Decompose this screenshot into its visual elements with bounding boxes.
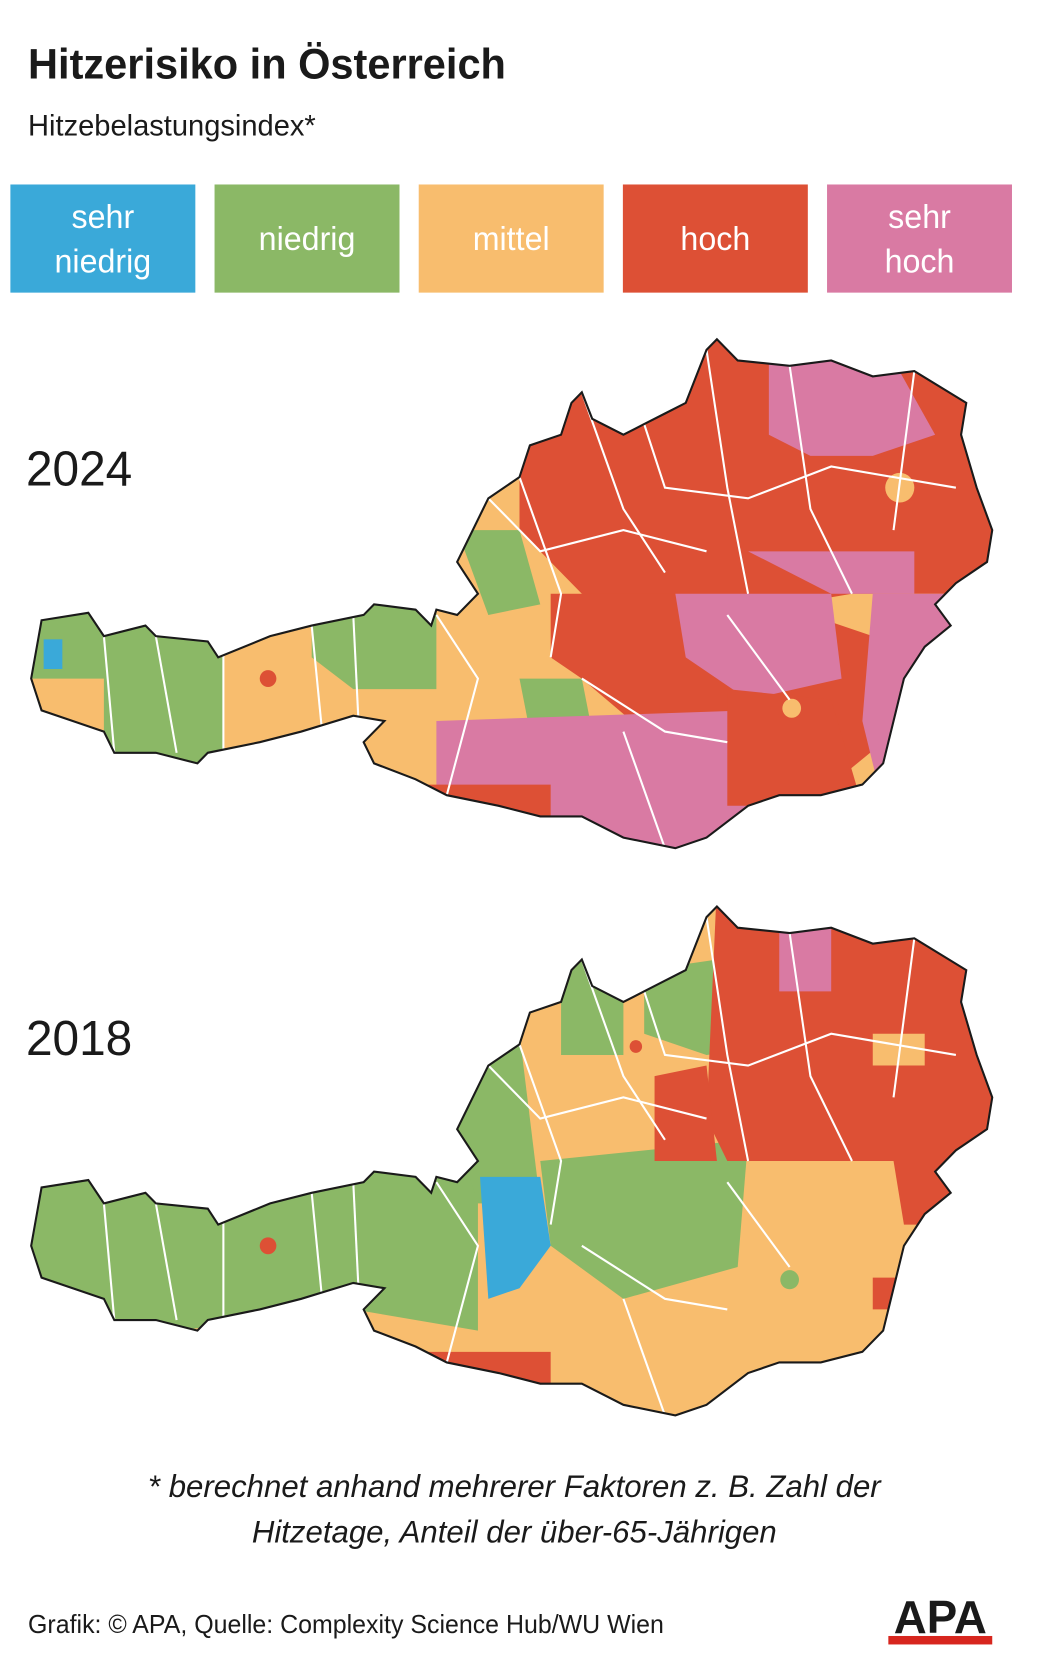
legend: sehr niedrig niedrig mittel hoch sehr hoch bbox=[10, 184, 1012, 293]
title: Hitzerisiko in Österreich bbox=[28, 40, 506, 87]
legend-swatch bbox=[418, 184, 604, 293]
legend-label: hoch bbox=[680, 221, 750, 257]
legend-swatch bbox=[10, 184, 196, 293]
map-year: 2018 bbox=[26, 1012, 132, 1067]
legend-label: niedrig bbox=[259, 221, 356, 257]
map-2018: 2018 bbox=[26, 905, 994, 1417]
map-year: 2024 bbox=[26, 442, 132, 497]
logo-bar bbox=[888, 1635, 993, 1645]
legend-swatch bbox=[214, 184, 400, 293]
legend-swatch bbox=[827, 184, 1012, 293]
legend-label: mittel bbox=[473, 221, 550, 257]
source: Grafik: © APA, Quelle: Complexity Scienc… bbox=[28, 1611, 664, 1639]
legend-swatch bbox=[622, 184, 808, 293]
map-2024: 2024 bbox=[26, 338, 994, 850]
legend-label: sehr bbox=[72, 199, 135, 235]
legend-label: hoch bbox=[885, 243, 955, 279]
footnote-line: * berechnet anhand mehrerer Faktoren z. … bbox=[148, 1468, 882, 1504]
footnote-line: Hitzetage, Anteil der über-65-Jährigen bbox=[252, 1513, 777, 1549]
legend-label: niedrig bbox=[55, 243, 152, 279]
legend-label: sehr bbox=[888, 199, 951, 235]
logo: APA bbox=[894, 1590, 987, 1643]
subtitle: Hitzebelastungsindex* bbox=[28, 109, 316, 142]
